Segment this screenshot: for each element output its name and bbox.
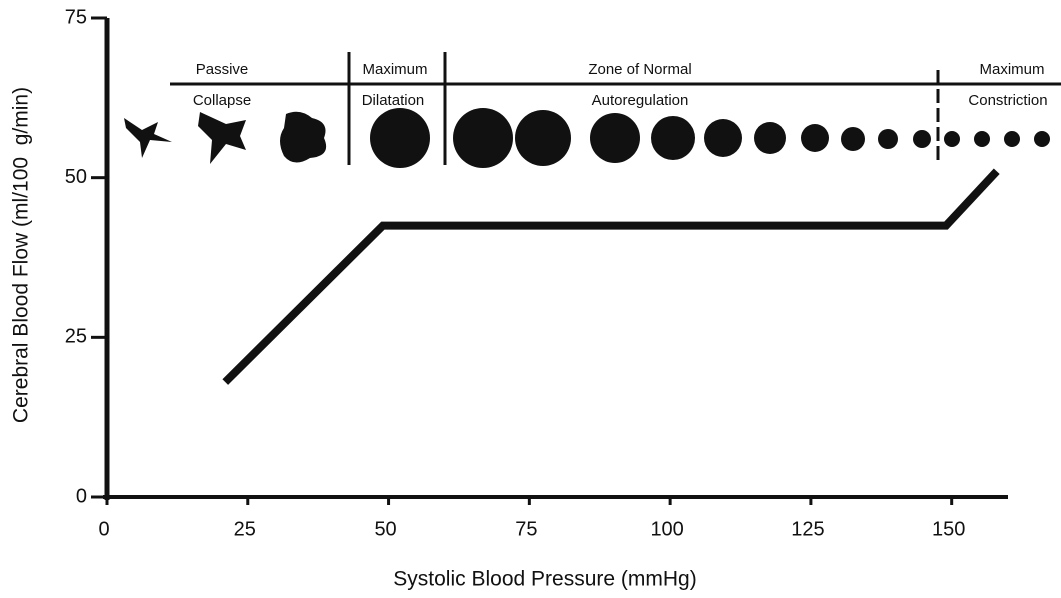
vessel-icon xyxy=(974,131,990,147)
x-tick-label: 100 xyxy=(650,518,683,540)
zone-label: Constriction xyxy=(968,92,1047,109)
vessel-icon xyxy=(1004,131,1020,147)
y-axis-title: Cerebral Blood Flow (ml/100 g/min) xyxy=(10,87,33,423)
vessel-icon xyxy=(878,129,898,149)
y-tick-label: 50 xyxy=(65,166,87,188)
vessel-icon xyxy=(198,112,246,164)
vessel-icon xyxy=(913,130,931,148)
vessel-icon xyxy=(944,131,960,147)
zone-label: Autoregulation xyxy=(592,92,689,109)
zone-dividers xyxy=(170,52,1061,165)
x-tick-label: 0 xyxy=(98,518,109,540)
x-tick-label: 25 xyxy=(234,518,256,540)
zone-label: Maximum xyxy=(362,61,427,78)
vessel-icon xyxy=(590,113,640,163)
zone-label: Collapse xyxy=(193,92,251,109)
y-tick-label: 0 xyxy=(76,485,87,507)
data-line xyxy=(222,168,1000,385)
zone-label: Maximum xyxy=(979,61,1044,78)
x-tick-label: 150 xyxy=(932,518,965,540)
vessel-icon xyxy=(280,111,327,163)
x-tick-label: 125 xyxy=(791,518,824,540)
vessel-icon xyxy=(1034,131,1050,147)
vessel-icon xyxy=(124,118,172,158)
zone-label: Zone of Normal xyxy=(588,61,691,78)
vessel-icon xyxy=(754,122,786,154)
x-tick-label: 75 xyxy=(515,518,537,540)
vessel-icon xyxy=(651,116,695,160)
zone-label: Passive xyxy=(196,61,249,78)
vessel-icon xyxy=(801,124,829,152)
x-axis-title: Systolic Blood Pressure (mmHg) xyxy=(393,568,696,591)
x-tick-label: 50 xyxy=(374,518,396,540)
vessel-icon xyxy=(453,108,513,168)
vessel-icon xyxy=(841,127,865,151)
zone-label: Dilatation xyxy=(362,92,425,109)
vessel-icon xyxy=(515,110,571,166)
y-tick-label: 25 xyxy=(65,326,87,348)
vessel-icon xyxy=(370,108,430,168)
vessel-icons xyxy=(124,108,1050,168)
y-tick-label: 75 xyxy=(65,6,87,28)
vessel-icon xyxy=(704,119,742,157)
